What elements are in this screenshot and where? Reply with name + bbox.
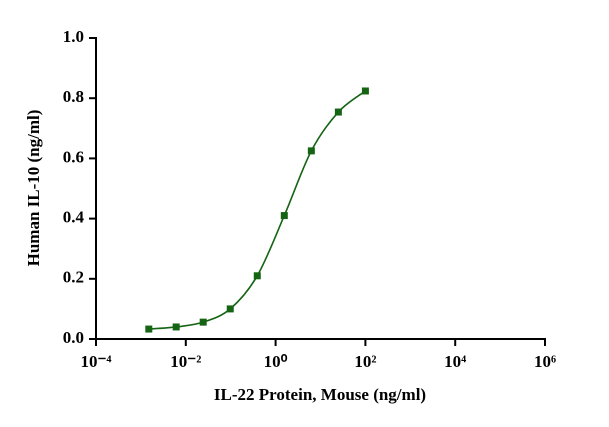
point <box>253 272 261 280</box>
y-tick-label: 0.0 <box>63 328 84 347</box>
point <box>145 325 153 333</box>
y-tick-label: 0.4 <box>63 208 85 227</box>
y-tick-label: 0.6 <box>63 147 84 166</box>
point <box>172 323 180 331</box>
point <box>307 147 315 155</box>
y-axis-label: Human IL-10 (ng/ml) <box>24 110 43 267</box>
point <box>226 305 234 313</box>
x-tick-label: 10⁻⁴ <box>80 352 111 371</box>
point <box>361 87 369 95</box>
y-tick-label: 0.8 <box>63 87 84 106</box>
x-axis-label: IL-22 Protein, Mouse (ng/ml) <box>214 385 426 404</box>
fit-curve <box>148 90 366 330</box>
x-tick-label: 10⁶ <box>534 352 556 371</box>
x-tick-label: 10⁰ <box>264 352 288 371</box>
y-tick-label: 1.0 <box>63 27 84 46</box>
x-tick-label: 10⁴ <box>444 352 466 371</box>
x-tick-label: 10² <box>354 352 376 371</box>
y-tick-label: 0.2 <box>63 268 84 287</box>
point <box>334 108 342 116</box>
point <box>199 318 207 326</box>
x-tick-label: 10⁻² <box>170 352 201 371</box>
point <box>280 212 288 220</box>
